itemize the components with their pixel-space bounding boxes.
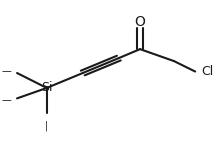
Text: —: — <box>2 95 12 105</box>
Text: Cl: Cl <box>202 65 214 78</box>
Text: O: O <box>135 15 145 29</box>
Text: |: | <box>45 121 48 131</box>
Text: Si: Si <box>41 81 52 94</box>
Text: —: — <box>2 67 12 76</box>
